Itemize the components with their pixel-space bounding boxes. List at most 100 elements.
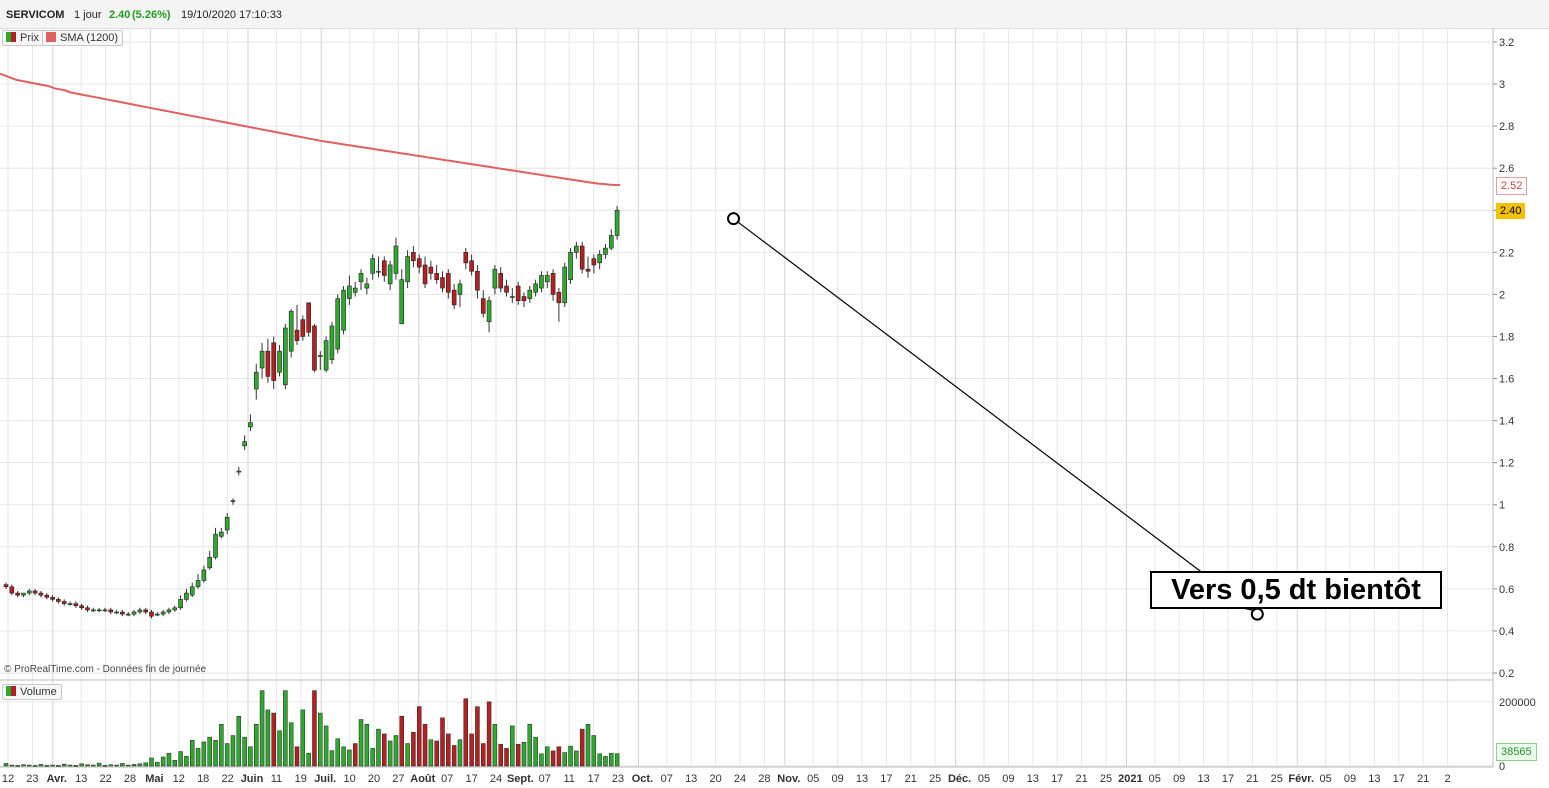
volume-bar: [405, 743, 410, 767]
volume-bar: [411, 732, 416, 767]
candle-body: [574, 245, 579, 253]
candle-body: [38, 592, 44, 596]
candle-body: [440, 277, 445, 289]
candle-body: [335, 298, 341, 350]
legend-volume-label: Volume: [20, 686, 57, 698]
volume-bar: [550, 750, 556, 767]
volume-bar: [277, 730, 282, 767]
candle-body: [288, 310, 294, 352]
volume-bar: [73, 765, 79, 767]
volume-bar: [79, 763, 84, 767]
date-tick-label: 09: [1002, 773, 1014, 785]
volume-bar: [27, 764, 32, 767]
volume-axis-labels: 200000 0: [1499, 697, 1536, 773]
volume-bar: [9, 764, 15, 767]
candle-body: [544, 275, 550, 283]
volume-bar: [67, 764, 73, 767]
volume-bar: [545, 746, 550, 767]
candle-body: [591, 258, 597, 266]
candle-body: [457, 283, 463, 295]
date-tick-label: 12: [173, 773, 185, 785]
date-tick-label: 23: [26, 773, 38, 785]
volume-bar: [603, 756, 608, 767]
volume-bar: [364, 724, 370, 767]
volume-bar: [230, 735, 236, 767]
volume-bar: [38, 764, 44, 767]
candle-body: [96, 609, 102, 612]
volume-bar: [614, 753, 620, 767]
volume-bar: [61, 763, 67, 767]
candle-body: [405, 256, 410, 283]
candle-body: [242, 441, 247, 447]
candle-body: [498, 273, 504, 289]
price-tick-label: 0.6: [1499, 584, 1514, 596]
price-tick-label: 1.8: [1499, 331, 1514, 343]
volume-bar: [44, 765, 49, 767]
date-tick-label: Août: [410, 773, 435, 785]
candle-body: [411, 252, 416, 262]
volume-bar: [335, 738, 340, 767]
candle-body: [387, 264, 393, 285]
volume-bar: [376, 728, 381, 767]
candle-body: [428, 266, 434, 274]
price-tick-label: 2: [1499, 289, 1505, 301]
volume-bar: [160, 756, 166, 767]
price-tick-label: 2.6: [1499, 163, 1514, 175]
candle-body: [446, 273, 451, 293]
date-tick-label: Avr.: [47, 773, 67, 785]
legend-volume[interactable]: Volume: [2, 684, 62, 700]
volume-bar: [492, 724, 498, 767]
volume-bar: [486, 701, 492, 767]
volume-bar: [341, 746, 346, 767]
date-tick-label: 13: [856, 773, 868, 785]
candle-body: [451, 289, 457, 306]
volume-bar: [568, 745, 573, 767]
price-axis-labels: 3.232.82.62.42.221.81.61.41.210.80.60.40…: [1499, 37, 1514, 680]
candle-body: [219, 531, 224, 537]
legend-price[interactable]: Prix: [2, 30, 44, 46]
date-tick-label: 09: [831, 773, 843, 785]
volume-bar: [510, 725, 515, 767]
candle-body: [317, 355, 323, 357]
volume-bar: [155, 761, 160, 767]
period-label[interactable]: 1 jour: [74, 9, 102, 21]
volume-bar: [323, 725, 329, 767]
volume-bar: [166, 752, 172, 767]
date-tick-label: 2021: [1118, 773, 1142, 785]
date-tick-label: 24: [734, 773, 746, 785]
annotation-box[interactable]: Vers 0,5 dt bientôt: [1150, 571, 1442, 609]
volume-bar: [521, 742, 527, 767]
volume-bar: [358, 719, 364, 767]
date-tick-label: 25: [1271, 773, 1283, 785]
volume-bar: [300, 709, 306, 767]
candle-body: [137, 609, 143, 613]
candle-body: [265, 350, 271, 377]
candle-body: [125, 613, 131, 616]
volume-bar: [585, 724, 591, 767]
volume-bar: [352, 743, 358, 767]
candle-body: [422, 264, 428, 285]
price-tick-label: 3: [1499, 79, 1505, 91]
candle-body: [434, 273, 439, 280]
volume-bar: [562, 752, 567, 767]
volume-bar: [184, 756, 189, 767]
volume-bar: [574, 750, 579, 767]
data-source-note: © ProRealTime.com - Données fin de journ…: [4, 664, 207, 675]
candle-body: [306, 302, 311, 333]
trend-arrow[interactable]: [727, 212, 1264, 621]
date-tick-label: Déc.: [948, 773, 971, 785]
date-tick-label: Mai: [145, 773, 163, 785]
volume-bar: [254, 724, 259, 767]
date-tick-label: Nov.: [777, 773, 800, 785]
volume-bar: [21, 764, 26, 767]
candle-body: [189, 586, 195, 596]
legend-sma[interactable]: SMA (1200): [42, 30, 124, 46]
trend-start-handle: [727, 212, 740, 226]
date-tick-label: 20: [368, 773, 380, 785]
trend-end-handle: [1250, 607, 1264, 621]
candle-body: [399, 279, 405, 325]
candle-body: [527, 289, 533, 299]
volume-bar: [382, 733, 387, 767]
volume-tick-label: 200000: [1499, 697, 1536, 709]
